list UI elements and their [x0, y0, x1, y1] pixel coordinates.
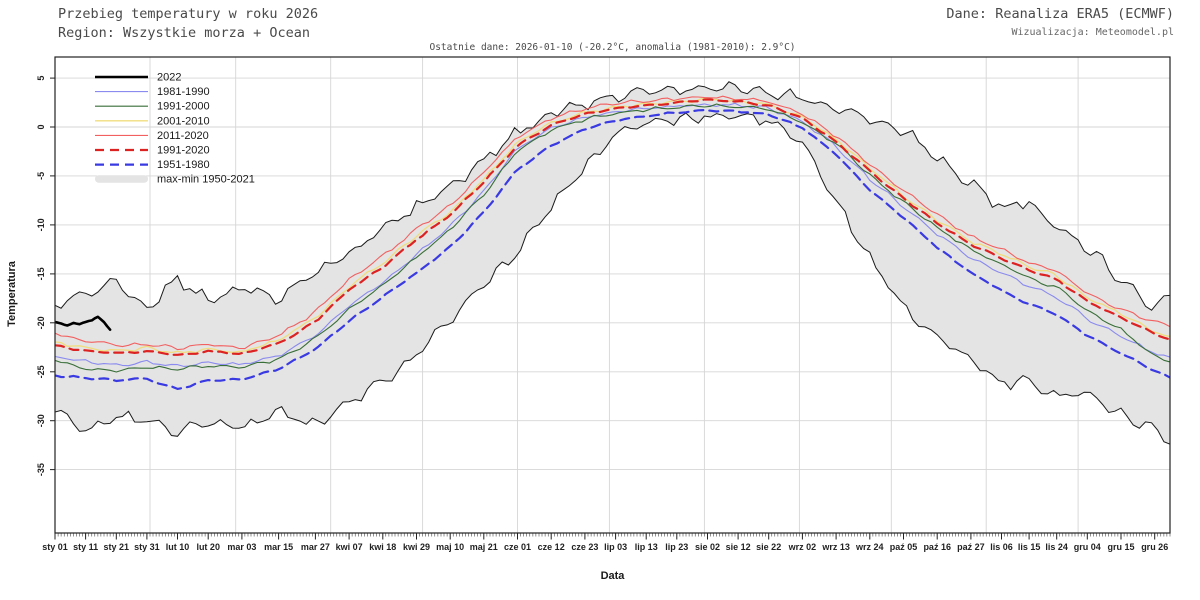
x-tick-label: sty 31: [134, 542, 160, 552]
x-tick-label: kwi 29: [403, 542, 430, 552]
legend-label: max-min 1950-2021: [157, 174, 255, 186]
x-tick-label: sie 12: [726, 542, 751, 552]
x-tick-label: wrz 24: [855, 542, 884, 552]
x-tick-label: gru 15: [1107, 542, 1134, 552]
x-tick-label: mar 15: [264, 542, 293, 552]
x-tick-label: wrz 13: [821, 542, 850, 552]
chart-legend: 2022 1981-1990 1991-2000 2001-2010 2011-2020…: [95, 72, 255, 186]
x-tick-label: lip 23: [665, 542, 688, 552]
x-tick-label: kwi 18: [369, 542, 396, 552]
x-tick-label: gru 26: [1141, 542, 1168, 552]
y-tick-label: -35: [36, 463, 46, 476]
series-line-2022: [55, 315, 112, 331]
x-tick-label: sty 01: [42, 542, 68, 552]
visualization-credit: Wizualizacja: Meteomodel.pl: [1011, 27, 1174, 38]
y-tick-label: -10: [36, 218, 46, 231]
x-tick-label: lis 15: [1018, 542, 1041, 552]
y-tick-label: 0: [36, 124, 46, 129]
x-tick-label: sie 22: [756, 542, 781, 552]
y-tick-label: -5: [36, 172, 46, 180]
x-tick-label: lis 24: [1045, 542, 1068, 552]
legend-label: 2022: [157, 72, 181, 84]
legend-label: 1991-2000: [157, 101, 210, 113]
x-tick-label: sie 02: [695, 542, 720, 552]
y-tick-label: -20: [36, 316, 46, 329]
x-tick-label: maj 21: [470, 542, 498, 552]
x-tick-label: paź 16: [923, 542, 951, 552]
band-max-edge: [55, 81, 1170, 311]
x-tick-label: lis 06: [990, 542, 1013, 552]
x-tick-label: cze 12: [538, 542, 565, 552]
plot-series-layer: [55, 81, 1170, 445]
x-tick-label: cze 01: [504, 542, 531, 552]
y-tick-label: 5: [36, 76, 46, 81]
series-line-2001-2010: [55, 97, 1170, 354]
x-tick-label: paź 27: [957, 542, 985, 552]
x-tick-label: gru 04: [1074, 542, 1101, 552]
band-min-edge: [55, 112, 1170, 445]
data-source-label: Dane: Reanaliza ERA5 (ECMWF): [946, 6, 1174, 22]
page-title: Przebieg temperatury w roku 2026: [58, 6, 319, 22]
y-tick-label: -25: [36, 365, 46, 378]
x-tick-label: paź 05: [890, 542, 918, 552]
series-line-2011-2020: [55, 95, 1170, 351]
x-tick-label: cze 23: [571, 542, 598, 552]
last-data-subtitle: Ostatnie dane: 2026-01-10 (-20.2°C, anom…: [429, 42, 796, 53]
legend-label: 2001-2010: [157, 115, 210, 127]
y-tick-label: -30: [36, 414, 46, 427]
x-axis-title: Data: [600, 570, 625, 582]
x-tick-label: wrz 02: [788, 542, 817, 552]
x-tick-label: sty 21: [104, 542, 130, 552]
x-tick-label: lip 03: [604, 542, 627, 552]
band-maxmin-fill: [55, 81, 1170, 445]
series-line-1951-1980: [55, 109, 1170, 390]
legend-label: 1991-2020: [157, 145, 210, 157]
series-line-1991-2000: [55, 103, 1170, 373]
x-tick-label: maj 10: [436, 542, 464, 552]
x-tick-label: lut 10: [166, 542, 190, 552]
x-tick-label: mar 03: [227, 542, 256, 552]
legend-label: 1951-1980: [157, 159, 210, 171]
series-line-1991-2020: [55, 98, 1170, 356]
legend-swatch-band: [95, 175, 148, 183]
x-tick-label: lut 20: [196, 542, 220, 552]
x-tick-label: kwi 07: [336, 542, 363, 552]
x-tick-label: lip 13: [635, 542, 658, 552]
axis-ticks: sty 01 sty 11 sty 21 sty 31 lut 10 lut 20 mar …: [36, 76, 1171, 552]
x-tick-label: mar 27: [301, 542, 330, 552]
y-tick-label: -15: [36, 267, 46, 280]
legend-label: 1981-1990: [157, 86, 210, 98]
x-tick-label: sty 11: [73, 542, 98, 552]
legend-label: 2011-2020: [157, 130, 209, 142]
series-line-1981-1990: [55, 102, 1170, 367]
region-subtitle: Region: Wszystkie morza + Ocean: [58, 25, 310, 41]
